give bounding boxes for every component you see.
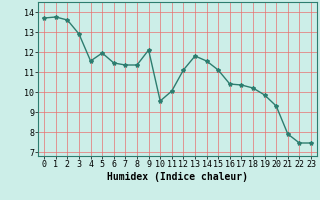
X-axis label: Humidex (Indice chaleur): Humidex (Indice chaleur): [107, 172, 248, 182]
